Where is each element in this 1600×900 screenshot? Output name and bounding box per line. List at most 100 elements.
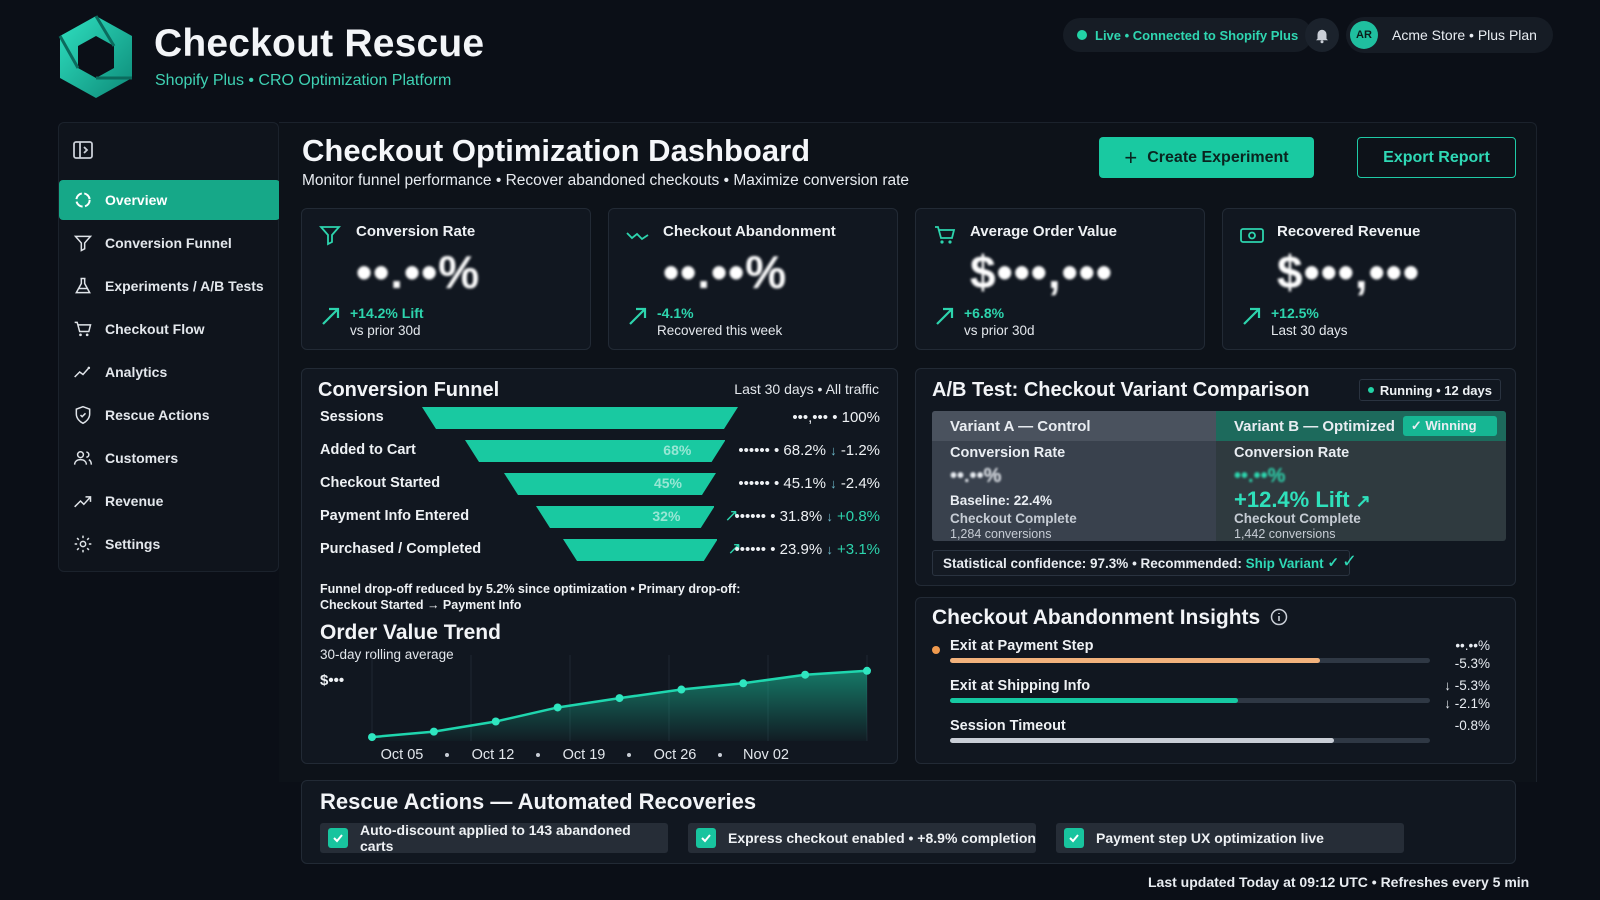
funnel-stage-value: •••••• • 31.8% ↓ +0.8% — [734, 508, 880, 525]
plus-icon: + — [1124, 144, 1138, 170]
funnel-stage-label: Payment Info Entered — [320, 508, 470, 524]
funnel-stage-row[interactable]: Payment Info Entered 32% ↗ •••••• • 31.8% ↓… — [320, 504, 880, 530]
funnel-stage-row[interactable]: Purchased / Completed ↗ •••••• • 23.9% ↓ +… — [320, 537, 880, 563]
funnel-icon — [73, 235, 93, 252]
statistical-confidence: Statistical confidence: 97.3% • Recommen… — [932, 550, 1350, 576]
page-subtitle: Monitor funnel performance • Recover aba… — [302, 172, 910, 189]
create-experiment-button[interactable]: + Create Experiment — [1099, 137, 1314, 178]
export-report-button[interactable]: Export Report — [1357, 137, 1516, 178]
trend-point[interactable] — [739, 679, 748, 688]
overview-icon — [75, 192, 91, 208]
variant-a-card[interactable]: Variant A — Control Conversion Rate ••.•… — [932, 411, 1216, 541]
order-trend-title: Order Value Trend — [320, 621, 501, 644]
trend-point[interactable] — [863, 666, 871, 675]
funnel-stage-label: Sessions — [320, 409, 384, 425]
sidebar-toggle-icon[interactable] — [73, 141, 93, 159]
variant-b-value: ••.••% — [1234, 465, 1286, 487]
insight-label: Exit at Payment Step — [950, 638, 1094, 654]
variant-a-value: ••.••% — [950, 465, 1002, 487]
sidebar-item-conversion-funnel[interactable]: Conversion Funnel — [59, 223, 280, 263]
trend-point[interactable] — [429, 727, 438, 736]
funnel-bar-pct: 32% — [652, 508, 681, 524]
sidebar-item-analytics[interactable]: Analytics — [59, 352, 280, 392]
avatar: AR — [1350, 21, 1378, 49]
insight-label: Exit at Shipping Info — [950, 678, 1091, 694]
gear-icon — [74, 535, 92, 553]
users-icon — [73, 451, 93, 465]
funnel-bar-pct: 45% — [653, 475, 683, 491]
flask-icon — [75, 277, 91, 294]
live-dot-icon — [1077, 30, 1087, 40]
insight-bar-track — [950, 698, 1430, 703]
variant-b-name: Variant B — Optimized — [1234, 417, 1395, 435]
rescue-action-chip[interactable]: Payment step UX optimization live — [1056, 823, 1404, 853]
variant-b-card[interactable]: Variant B — Optimized ✓ Winning Conversi… — [1216, 411, 1506, 541]
funnel-bar — [422, 407, 738, 429]
tick-separator — [718, 753, 722, 757]
funnel-stage-value: •••,••• • 100% — [792, 409, 880, 426]
funnel-stage-value: •••••• • 68.2% ↓ -1.2% — [738, 442, 880, 459]
kpi-average-order-value: Average Order Value $•••,••• +6.8% vs pr… — [915, 208, 1205, 350]
order-trend-y-label: $••• — [320, 672, 345, 689]
insight-label: Session Timeout — [950, 718, 1066, 734]
trend-point[interactable] — [368, 733, 376, 742]
insight-bar-fill — [950, 658, 1320, 663]
x-tick-label: Nov 02 — [743, 747, 789, 761]
rescue-title: Rescue Actions — Automated Recoveries — [320, 789, 757, 814]
account-menu[interactable]: AR Acme Store • Plus Plan — [1346, 17, 1553, 53]
ship-variant-link[interactable]: Ship Variant — [1245, 555, 1324, 571]
check-icon: ✓ — [1327, 555, 1339, 570]
info-icon[interactable] — [1270, 608, 1288, 626]
sidebar-item-rescue-actions[interactable]: Rescue Actions — [59, 395, 280, 435]
sidebar-item-settings[interactable]: Settings — [59, 524, 280, 564]
brand-subtitle: Shopify Plus • CRO Optimization Platform — [155, 72, 452, 89]
trend-up-icon: ↗ — [724, 506, 739, 525]
insight-bar-fill — [950, 738, 1334, 743]
sidebar-item-revenue[interactable]: Revenue — [59, 481, 280, 521]
sidebar: Overview Conversion Funnel Experiments /… — [58, 122, 280, 572]
insight-bar-fill — [950, 698, 1238, 703]
rescue-action-chip[interactable]: Express checkout enabled • +8.9% complet… — [688, 823, 1036, 853]
funnel-stage-row[interactable]: Checkout Started 45% •••••• • 45.1% ↓ -2.4… — [320, 471, 880, 497]
notifications-button[interactable] — [1305, 18, 1339, 52]
test-status-badge: Running • 12 days — [1358, 379, 1501, 401]
zigzag-trend-icon — [626, 232, 649, 241]
trend-point[interactable] — [801, 670, 810, 679]
shield-icon — [75, 405, 91, 425]
sidebar-item-experiments[interactable]: Experiments / A/B Tests — [59, 266, 280, 306]
funnel-stage-value: •••••• • 23.9% ↓ +3.1% — [734, 541, 880, 558]
funnel-bar-pct: 68% — [663, 442, 692, 458]
abandonment-insights-panel: Checkout Abandonment Insights Exit at Pa… — [915, 597, 1516, 764]
sidebar-item-overview[interactable]: Overview — [59, 180, 280, 220]
page-title: Checkout Optimization Dashboard — [302, 133, 811, 168]
variant-a-name: Variant A — Control — [932, 411, 1216, 441]
trend-point[interactable] — [491, 717, 500, 726]
conversion-funnel-panel: Conversion Funnel Last 30 days • All tra… — [301, 368, 898, 764]
x-tick-label: Oct 12 — [472, 747, 515, 761]
trend-point[interactable] — [677, 685, 686, 694]
live-status-pill: Live • Connected to Shopify Plus — [1063, 18, 1313, 52]
kpi-checkout-abandonment: Checkout Abandonment ••.••% -4.1% Recove… — [608, 208, 898, 350]
funnel-bar — [562, 539, 718, 561]
variant-comparison: Variant A — Control Conversion Rate ••.•… — [932, 411, 1506, 541]
rescue-action-chip[interactable]: Auto-discount applied to 143 abandoned c… — [320, 822, 668, 854]
checkbox-checked-icon — [1064, 828, 1084, 848]
trend-icon — [74, 496, 92, 508]
trend-point[interactable] — [553, 703, 562, 712]
trend-up-icon — [629, 307, 647, 325]
funnel-stage-row[interactable]: Sessions •••,••• • 100% — [320, 405, 880, 431]
funnel-stage-row[interactable]: Added to Cart 68% •••••• • 68.2% ↓ -1.2% — [320, 438, 880, 464]
kpi-conversion-rate: Conversion Rate ••.••% +14.2% Lift vs pr… — [301, 208, 591, 350]
checkbox-checked-icon — [696, 828, 716, 848]
cash-icon — [1240, 228, 1264, 243]
kpi-recovered-revenue: Recovered Revenue $•••,••• +12.5% Last 3… — [1222, 208, 1516, 350]
kpi-value: $•••,••• — [970, 246, 1113, 298]
confirm-check-icon: ✓ — [1342, 551, 1358, 571]
sidebar-item-checkout-flow[interactable]: Checkout Flow — [59, 309, 280, 349]
funnel-note: Funnel drop-off reduced by 5.2% since op… — [320, 582, 741, 612]
trend-up-icon — [322, 307, 340, 325]
sidebar-item-customers[interactable]: Customers — [59, 438, 280, 478]
trend-up-icon: ↗ — [727, 539, 742, 558]
trend-point[interactable] — [615, 694, 624, 703]
insight-bar-track — [950, 738, 1430, 743]
